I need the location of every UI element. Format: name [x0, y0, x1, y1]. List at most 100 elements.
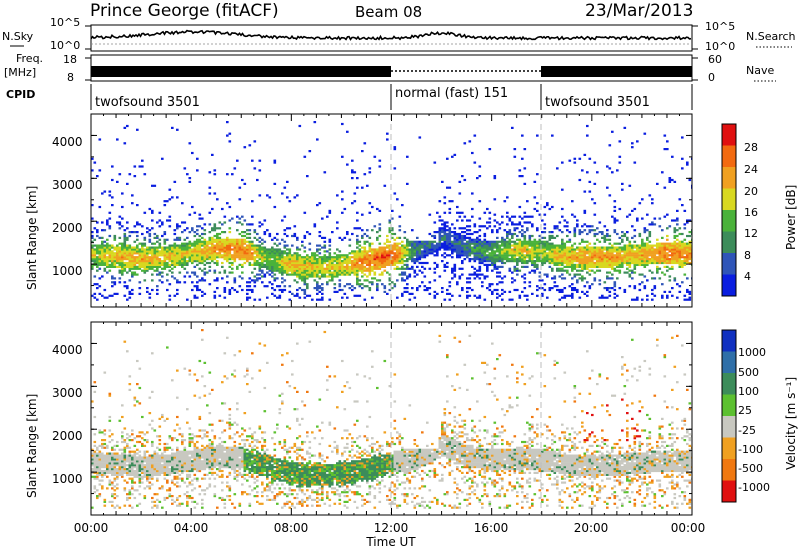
noise-left-tick-top: 10^5	[50, 16, 80, 29]
range-gate-cell	[148, 229, 152, 232]
range-gate-cell	[641, 281, 644, 284]
range-gate-cell	[338, 273, 342, 276]
range-gate-cell	[523, 238, 527, 241]
range-gate-cell	[596, 254, 599, 257]
range-gate-cell	[668, 177, 672, 180]
cpid-segment-2: normal (fast) 151	[395, 86, 508, 101]
range-gate-cell	[613, 246, 617, 249]
range-gate-cell	[398, 258, 402, 261]
range-gate-cell	[673, 279, 677, 282]
range-gate-cell	[126, 464, 129, 467]
range-gate-cell	[316, 267, 319, 270]
range-gate-cell	[516, 238, 519, 241]
range-gate-cell	[386, 271, 389, 274]
range-gate-cell	[231, 173, 234, 176]
range-gate-cell	[413, 242, 417, 245]
range-gate-cell	[581, 260, 584, 263]
freq-bar-left	[91, 66, 391, 77]
range-gate-cell	[98, 277, 102, 280]
range-gate-cell	[126, 248, 129, 251]
range-gate-cell	[326, 269, 329, 272]
range-gate-cell	[478, 267, 482, 270]
range-gate-cell	[523, 281, 527, 284]
range-gate-cell	[171, 271, 174, 274]
range-gate-cell	[288, 261, 292, 265]
range-gate-cell	[96, 283, 99, 286]
range-gate-cell	[206, 256, 209, 259]
range-gate-cell	[258, 252, 262, 255]
range-gate-cell	[306, 231, 309, 234]
range-gate-cell	[313, 275, 317, 278]
range-gate-cell	[446, 238, 449, 241]
range-gate-cell	[623, 244, 627, 247]
range-gate-cell	[521, 256, 524, 259]
range-gate-cell	[198, 256, 202, 259]
range-gate-cell	[128, 464, 132, 467]
range-gate-cell	[236, 215, 239, 218]
range-gate-cell	[126, 493, 129, 496]
range-gate-cell	[211, 254, 214, 257]
range-gate-cell	[273, 261, 277, 265]
range-gate-cell	[231, 248, 234, 251]
range-gate-cell	[261, 242, 264, 245]
range-gate-cell	[328, 265, 332, 268]
range-gate-cell	[668, 260, 672, 263]
range-gate-cell	[276, 261, 279, 265]
range-gate-cell	[261, 260, 264, 263]
range-gate-cell	[258, 263, 262, 266]
range-gate-cell	[671, 252, 674, 255]
range-gate-cell	[208, 248, 212, 251]
range-gate-cell	[548, 250, 552, 253]
range-gate-cell	[223, 254, 227, 257]
range-gate-cell	[233, 244, 237, 247]
range-gate-cell	[356, 234, 359, 238]
range-gate-cell	[161, 223, 164, 226]
range-gate-cell	[158, 260, 162, 263]
range-gate-cell	[478, 252, 482, 255]
range-gate-cell	[623, 246, 627, 249]
range-gate-cell	[356, 227, 359, 230]
range-gate-cell	[311, 258, 314, 261]
range-gate-cell	[563, 277, 567, 280]
range-gate-cell	[481, 256, 484, 259]
range-gate-cell	[666, 296, 669, 299]
range-gate-cell	[543, 244, 547, 247]
range-gate-cell	[93, 468, 97, 471]
range-gate-cell	[473, 254, 477, 257]
range-gate-cell	[673, 234, 677, 238]
range-gate-cell	[386, 258, 389, 261]
range-gate-cell	[426, 287, 429, 290]
range-gate-cell	[133, 250, 137, 253]
range-gate-cell	[491, 250, 494, 253]
range-gate-cell	[203, 250, 207, 253]
range-gate-cell	[446, 225, 449, 228]
range-gate-cell	[136, 252, 139, 255]
range-gate-cell	[458, 248, 462, 251]
range-gate-cell	[133, 261, 137, 265]
range-gate-cell	[123, 263, 127, 266]
range-gate-cell	[618, 260, 622, 263]
range-gate-cell	[213, 269, 217, 272]
range-gate-cell	[536, 227, 539, 230]
range-gate-cell	[556, 248, 559, 251]
range-gate-cell	[231, 244, 234, 247]
range-gate-cell	[521, 250, 524, 253]
range-gate-cell	[118, 473, 122, 476]
range-gate-cell	[206, 252, 209, 255]
range-gate-cell	[601, 232, 604, 236]
range-gate-cell	[646, 242, 649, 245]
range-gate-cell	[488, 256, 492, 259]
range-gate-cell	[688, 290, 692, 293]
range-gate-cell	[286, 273, 289, 276]
range-gate-cell	[118, 458, 122, 461]
range-gate-cell	[206, 242, 209, 245]
range-gate-cell	[201, 240, 204, 243]
range-gate-cell	[476, 275, 479, 278]
range-gate-cell	[616, 263, 619, 266]
range-gate-cell	[478, 269, 482, 272]
range-gate-cell	[521, 242, 524, 245]
range-gate-cell	[413, 250, 417, 253]
range-gate-cell	[226, 275, 229, 278]
range-gate-cell	[123, 440, 127, 444]
range-gate-cell	[121, 466, 124, 469]
